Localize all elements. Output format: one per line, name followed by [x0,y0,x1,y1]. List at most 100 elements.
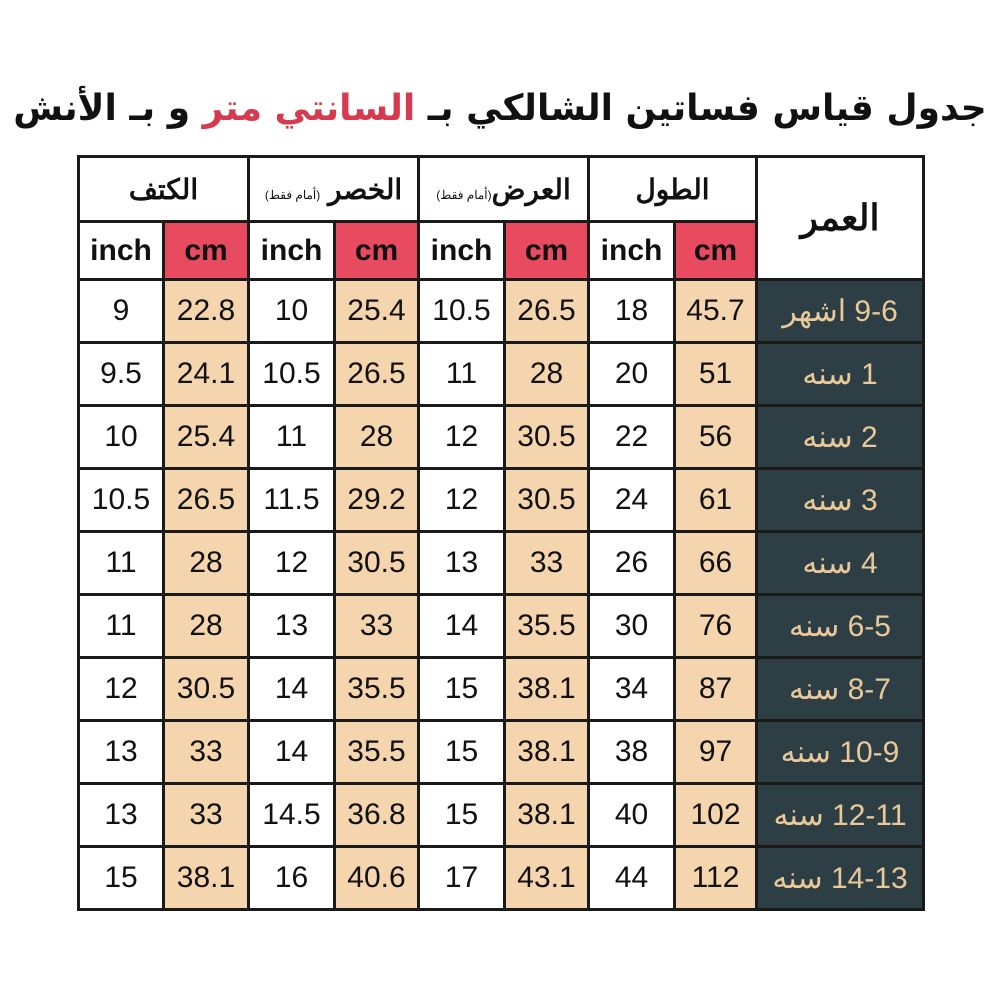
table-row: 11 28 12 30.5 13 33 26 66 4 سنه [77,530,925,596]
cell-length-cm: 102 [673,782,758,848]
cell-age: 6-5 سنه [755,593,925,659]
header-width: العرض(أمام فقط) [417,155,590,223]
cell-waist-cm: 36.8 [333,782,420,848]
table-row: 15 38.1 16 40.6 17 43.1 44 112 14-13 سنه [77,845,925,911]
cell-waist-in: 11.5 [247,467,336,533]
cell-length-cm: 97 [673,719,758,785]
cell-width-cm: 33 [503,530,590,596]
header-label: الخصر [328,173,403,205]
cell-age: 2 سنه [755,404,925,470]
cell-length-cm: 51 [673,341,758,407]
cell-age: 12-11 سنه [755,782,925,848]
unit-inch: inch [587,220,676,281]
cell-length-cm: 112 [673,845,758,911]
cell-waist-in: 10.5 [247,341,336,407]
cell-shoulder-in: 11 [77,593,165,659]
header-row: الكتف الخصر (أمام فقط) العرض(أمام فقط) ا… [77,155,925,281]
cell-width-cm: 43.1 [503,845,590,911]
cell-shoulder-cm: 28 [162,593,250,659]
cell-age: 8-7 سنه [755,656,925,722]
cell-waist-cm: 29.2 [333,467,420,533]
unit-inch: inch [417,220,506,281]
cell-width-cm: 26.5 [503,278,590,344]
cell-width-cm: 38.1 [503,656,590,722]
cell-shoulder-in: 12 [77,656,165,722]
cell-width-cm: 38.1 [503,782,590,848]
unit-row: inch cm inch cm inch cm inch cm [77,220,924,281]
cell-shoulder-in: 9.5 [77,341,165,407]
cell-length-cm: 61 [673,467,758,533]
header-note: (أمام فقط) [264,187,321,202]
cell-waist-cm: 28 [333,404,420,470]
unit-cm: cm [333,220,420,281]
cell-waist-cm: 25.4 [333,278,420,344]
cell-shoulder-cm: 33 [162,782,250,848]
cell-width-in: 15 [417,656,506,722]
cell-shoulder-in: 10.5 [77,467,165,533]
table-row: 13 33 14 35.5 15 38.1 38 97 10-9 سنه [77,719,925,785]
cell-shoulder-in: 13 [77,719,165,785]
cell-length-in: 26 [587,530,676,596]
cell-length-in: 44 [587,845,676,911]
table-row: 10.5 26.5 11.5 29.2 12 30.5 24 61 3 سنه [77,467,925,533]
cell-length-in: 18 [587,278,676,344]
cell-waist-in: 10 [247,278,336,344]
cell-shoulder-cm: 33 [162,719,250,785]
unit-cm: cm [673,220,758,281]
header-length: الطول [587,155,758,223]
title-text: جدول قياس فساتين الشالكي بـ [415,88,987,129]
table-row: 12 30.5 14 35.5 15 38.1 34 87 8-7 سنه [77,656,925,722]
header-shoulder: الكتف [77,155,250,223]
unit-cm: cm [503,220,590,281]
unit-inch: inch [77,220,165,281]
cell-shoulder-cm: 25.4 [162,404,250,470]
cell-shoulder-in: 13 [77,782,165,848]
cell-width-in: 10.5 [417,278,506,344]
cell-width-cm: 30.5 [503,467,590,533]
cell-shoulder-cm: 28 [162,530,250,596]
header-label: الطول [635,173,710,205]
page-title: جدول قياس فساتين الشالكي بـ السانتي متر … [0,88,1000,129]
cell-length-cm: 45.7 [673,278,758,344]
cell-length-cm: 87 [673,656,758,722]
cell-width-in: 12 [417,467,506,533]
title-accent: السانتي متر [202,88,416,129]
cell-age: 1 سنه [755,341,925,407]
cell-shoulder-cm: 22.8 [162,278,250,344]
cell-shoulder-in: 9 [77,278,165,344]
cell-width-in: 11 [417,341,506,407]
cell-waist-cm: 40.6 [333,845,420,911]
table-row: 10 25.4 11 28 12 30.5 22 56 2 سنه [77,404,925,470]
cell-length-in: 30 [587,593,676,659]
cell-waist-in: 14 [247,656,336,722]
cell-length-in: 34 [587,656,676,722]
cell-age: 10-9 سنه [755,719,925,785]
cell-shoulder-cm: 24.1 [162,341,250,407]
table-row: 9.5 24.1 10.5 26.5 11 28 20 51 1 سنه [77,341,925,407]
cell-length-in: 40 [587,782,676,848]
cell-width-in: 12 [417,404,506,470]
cell-waist-in: 16 [247,845,336,911]
cell-waist-in: 13 [247,593,336,659]
cell-waist-in: 14.5 [247,782,336,848]
cell-shoulder-cm: 30.5 [162,656,250,722]
cell-age: 3 سنه [755,467,925,533]
cell-length-in: 22 [587,404,676,470]
header-waist: الخصر (أمام فقط) [247,155,420,223]
cell-waist-cm: 33 [333,593,420,659]
header-age: العمر [755,155,925,281]
unit-cm: cm [162,220,250,281]
unit-inch: inch [247,220,336,281]
cell-width-in: 14 [417,593,506,659]
cell-waist-cm: 26.5 [333,341,420,407]
cell-length-in: 38 [587,719,676,785]
cell-length-cm: 66 [673,530,758,596]
cell-width-in: 13 [417,530,506,596]
cell-waist-cm: 35.5 [333,656,420,722]
cell-age: 4 سنه [755,530,925,596]
header-note: (أمام فقط) [436,187,492,202]
cell-shoulder-cm: 38.1 [162,845,250,911]
cell-waist-in: 11 [247,404,336,470]
cell-waist-cm: 35.5 [333,719,420,785]
cell-shoulder-in: 10 [77,404,165,470]
